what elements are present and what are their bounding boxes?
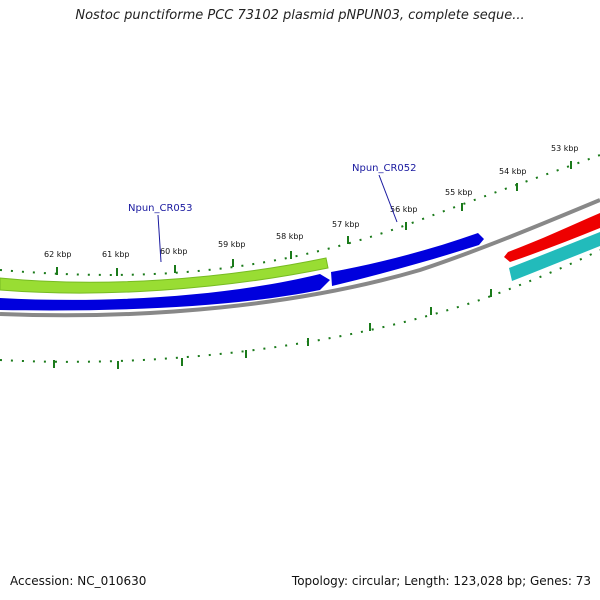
tick-label-53kbp: 53 kbp xyxy=(551,144,579,153)
scale-ticks xyxy=(56,161,572,276)
tick-label-55kbp: 55 kbp xyxy=(445,188,473,197)
backbone-ring xyxy=(0,198,600,318)
summary-text: Topology: circular; Length: 123,028 bp; … xyxy=(291,574,591,588)
gene-arc-green[interactable] xyxy=(0,257,329,294)
gene-arc-red[interactable] xyxy=(504,213,600,262)
tick-label-56kbp: 56 kbp xyxy=(390,205,418,214)
tick-label-62kbp: 62 kbp xyxy=(44,250,72,259)
tick-label-57kbp: 57 kbp xyxy=(332,220,360,229)
map-title: Nostoc punctiforme PCC 73102 plasmid pNP… xyxy=(75,8,525,23)
inner-ring-ticks xyxy=(53,289,492,369)
gene-arc-blue-2[interactable] xyxy=(331,233,484,286)
feature-callout-npun-cr053 xyxy=(157,214,162,263)
feature-label-npun-cr052[interactable]: Npun_CR052 xyxy=(352,163,417,174)
tick-label-54kbp: 54 kbp xyxy=(499,167,527,176)
gene-arc-cyan[interactable] xyxy=(509,232,600,281)
tick-label-61kbp: 61 kbp xyxy=(102,250,130,259)
tick-label-60kbp: 60 kbp xyxy=(160,247,188,256)
tick-label-59kbp: 59 kbp xyxy=(218,240,246,249)
gene-arc-blue-1[interactable] xyxy=(0,274,330,311)
feature-label-npun-cr053[interactable]: Npun_CR053 xyxy=(128,203,193,214)
accession-text: Accession: NC_010630 xyxy=(10,574,147,588)
feature-callout-npun-cr052 xyxy=(378,174,398,223)
tick-label-58kbp: 58 kbp xyxy=(276,232,304,241)
